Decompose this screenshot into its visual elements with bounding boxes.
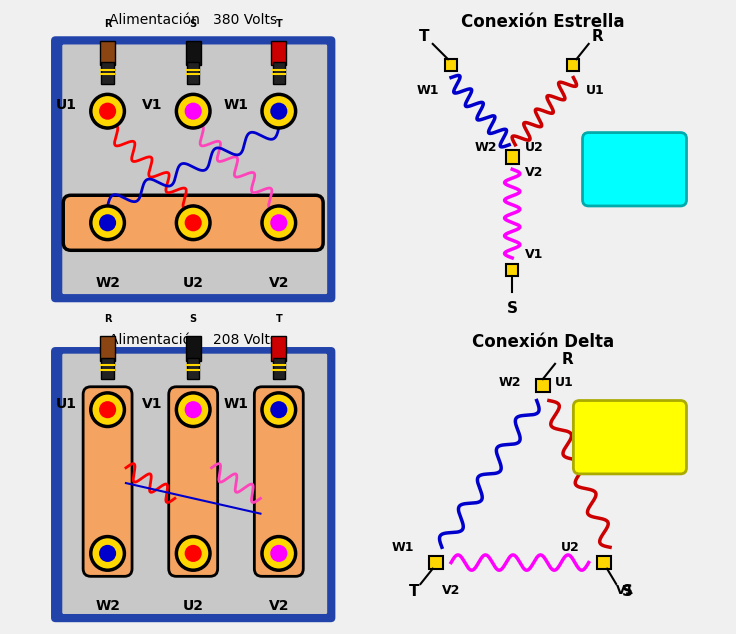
Text: T: T [409,584,420,599]
Circle shape [177,206,210,240]
FancyBboxPatch shape [169,387,218,576]
Text: Bajo
Voltaje: Bajo Voltaje [600,421,659,453]
Text: V1: V1 [142,397,163,411]
Text: R: R [561,352,573,367]
FancyBboxPatch shape [273,62,285,84]
Circle shape [177,536,210,570]
Text: V2: V2 [269,276,289,290]
Circle shape [185,214,202,231]
Circle shape [99,401,116,418]
Text: U1: U1 [555,376,574,389]
FancyBboxPatch shape [187,62,199,84]
Text: W2: W2 [95,276,120,290]
FancyBboxPatch shape [100,41,116,65]
Text: R: R [592,29,604,44]
Circle shape [270,401,287,418]
Text: R: R [104,314,111,324]
Text: U2: U2 [183,276,204,290]
Circle shape [99,214,116,231]
Text: U1: U1 [56,98,77,112]
Circle shape [99,545,116,562]
Polygon shape [429,556,442,569]
Circle shape [262,206,296,240]
Circle shape [99,103,116,120]
Polygon shape [597,556,611,569]
FancyBboxPatch shape [60,42,329,296]
Polygon shape [445,59,457,72]
Circle shape [91,536,124,570]
FancyBboxPatch shape [583,133,687,206]
FancyBboxPatch shape [273,358,285,379]
Text: U1: U1 [586,84,604,96]
Text: U2: U2 [525,141,543,154]
FancyBboxPatch shape [63,195,323,250]
FancyBboxPatch shape [187,358,199,379]
FancyBboxPatch shape [573,401,687,474]
Text: V2: V2 [525,166,543,179]
Circle shape [91,94,124,128]
FancyBboxPatch shape [100,336,116,361]
FancyBboxPatch shape [102,358,113,379]
Text: S: S [506,301,517,316]
Circle shape [262,94,296,128]
Text: Alimentación   208 Volts: Alimentación 208 Volts [109,333,277,347]
Text: W1: W1 [417,84,439,96]
Text: V2: V2 [442,584,460,597]
Text: V1: V1 [142,98,163,112]
FancyBboxPatch shape [271,336,286,361]
Circle shape [185,401,202,418]
Circle shape [262,393,296,427]
Text: T: T [275,314,282,324]
FancyBboxPatch shape [51,347,336,622]
Text: U2: U2 [183,599,204,613]
FancyBboxPatch shape [271,41,286,65]
Circle shape [91,206,124,240]
Text: V1: V1 [525,249,543,261]
Text: U1: U1 [56,397,77,411]
Text: Alimentación   380 Volts: Alimentación 380 Volts [109,13,277,27]
Circle shape [270,103,287,120]
Text: S: S [190,314,197,324]
Text: R: R [104,18,111,29]
Text: W1: W1 [223,397,248,411]
Polygon shape [506,150,519,164]
Polygon shape [567,59,579,72]
Text: V2: V2 [269,599,289,613]
Text: W2: W2 [95,599,120,613]
Circle shape [177,393,210,427]
Text: U2: U2 [561,541,579,553]
Text: W1: W1 [223,98,248,112]
FancyBboxPatch shape [185,41,201,65]
FancyBboxPatch shape [255,387,303,576]
FancyBboxPatch shape [51,36,336,302]
Text: W1: W1 [392,541,414,553]
Circle shape [185,103,202,120]
Text: S: S [190,18,197,29]
Circle shape [177,94,210,128]
Text: T: T [420,29,430,44]
Polygon shape [506,264,518,276]
Circle shape [270,545,287,562]
Text: Alto
Voltaje: Alto Voltaje [605,153,665,186]
Text: W2: W2 [499,376,521,389]
Circle shape [185,545,202,562]
FancyBboxPatch shape [185,336,201,361]
Text: S: S [623,584,633,599]
Text: Conexión Estrella: Conexión Estrella [461,13,625,31]
Text: V1: V1 [616,584,634,597]
Polygon shape [536,378,550,392]
FancyBboxPatch shape [83,387,132,576]
Text: T: T [275,18,282,29]
Circle shape [91,393,124,427]
Circle shape [270,214,287,231]
FancyBboxPatch shape [102,62,113,84]
Circle shape [262,536,296,570]
FancyBboxPatch shape [60,352,329,616]
Text: W2: W2 [475,141,497,154]
Text: Conexión Delta: Conexión Delta [472,333,614,351]
